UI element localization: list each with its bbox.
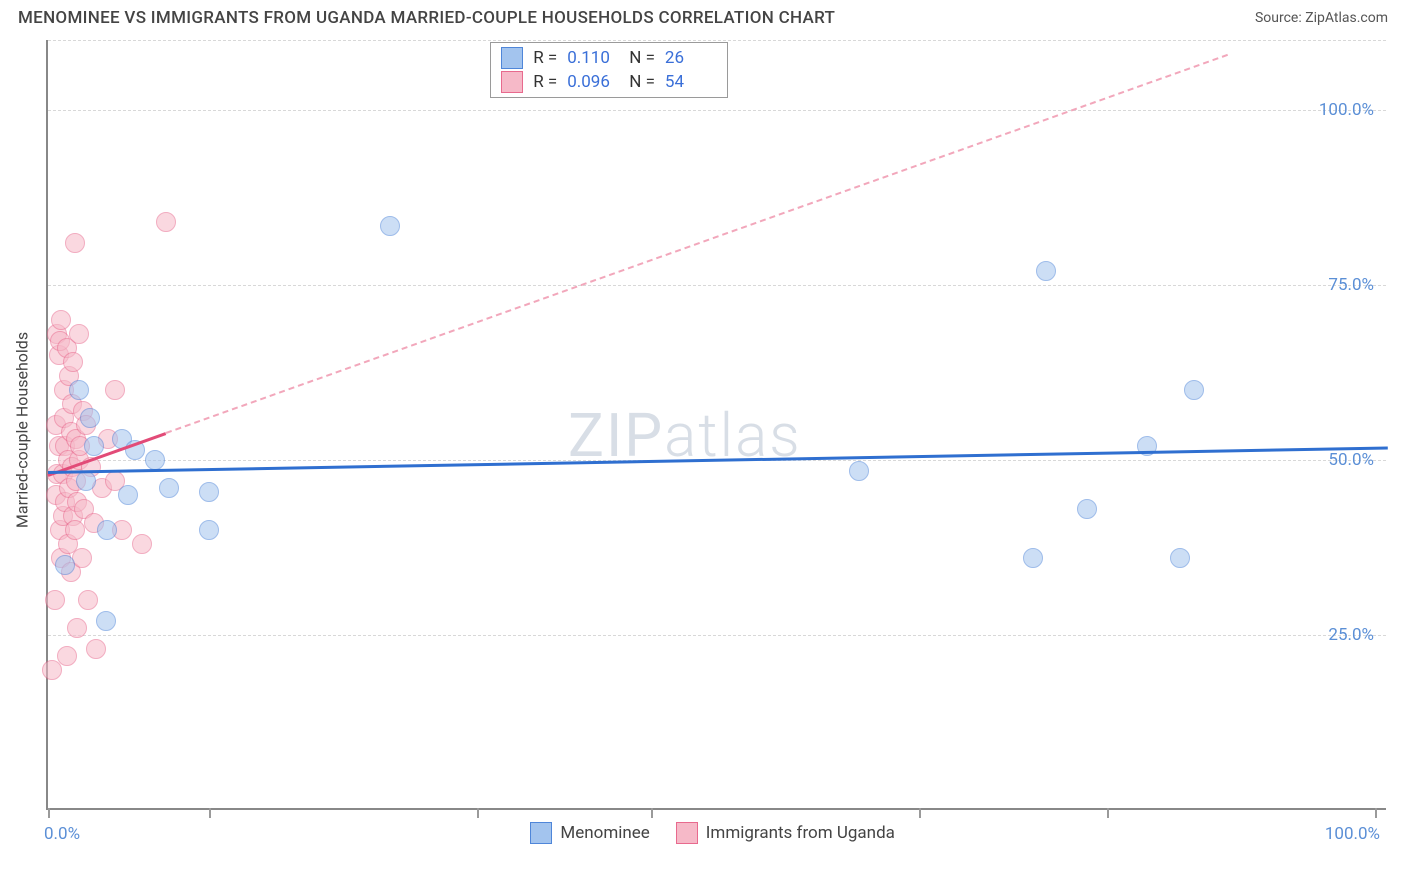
data-point-menominee — [199, 520, 219, 540]
legend: Menominee Immigrants from Uganda — [530, 822, 895, 844]
gridline-h — [48, 110, 1386, 111]
stat-n-value: 26 — [665, 48, 717, 68]
stats-row: R = 0.096 N = 54 — [499, 70, 719, 94]
series-swatch — [501, 71, 523, 93]
stat-r-value: 0.096 — [567, 72, 619, 92]
x-max-label: 100.0% — [1325, 824, 1380, 844]
legend-swatch — [530, 822, 552, 844]
legend-item: Menominee — [530, 822, 649, 844]
trendline-dashed — [166, 54, 1228, 434]
x-tick — [1375, 808, 1377, 818]
data-point-menominee — [1077, 499, 1097, 519]
stat-n-label: N = — [629, 48, 655, 68]
data-point-uganda — [156, 212, 176, 232]
data-point-menominee — [159, 478, 179, 498]
chart-title: MENOMINEE VS IMMIGRANTS FROM UGANDA MARR… — [18, 8, 835, 28]
y-tick-label: 25.0% — [1328, 625, 1374, 645]
data-point-menominee — [55, 555, 75, 575]
chart-source: Source: ZipAtlas.com — [1255, 10, 1388, 26]
stats-box: R = 0.110 N = 26 R = 0.096 N = 54 — [490, 42, 728, 98]
data-point-uganda — [65, 233, 85, 253]
data-point-menominee — [69, 380, 89, 400]
gridline-h — [48, 285, 1386, 286]
data-point-menominee — [80, 408, 100, 428]
y-axis-label: Married-couple Households — [13, 332, 32, 528]
x-tick — [48, 808, 50, 818]
data-point-uganda — [78, 590, 98, 610]
data-point-uganda — [57, 646, 77, 666]
gridline-h — [48, 40, 1386, 41]
data-point-menominee — [1023, 548, 1043, 568]
data-point-uganda — [69, 324, 89, 344]
data-point-uganda — [86, 639, 106, 659]
stat-n-label: N = — [629, 72, 655, 92]
chart-header: MENOMINEE VS IMMIGRANTS FROM UGANDA MARR… — [0, 0, 1406, 34]
data-point-menominee — [145, 450, 165, 470]
y-tick-label: 50.0% — [1328, 450, 1374, 470]
stat-n-value: 54 — [665, 72, 717, 92]
data-point-uganda — [45, 590, 65, 610]
data-point-uganda — [51, 310, 71, 330]
x-tick — [651, 808, 653, 818]
data-point-menominee — [1184, 380, 1204, 400]
series-swatch — [501, 47, 523, 69]
data-point-menominee — [199, 482, 219, 502]
data-point-menominee — [84, 436, 104, 456]
data-point-menominee — [1170, 548, 1190, 568]
x-tick — [477, 808, 479, 818]
y-tick-label: 75.0% — [1328, 275, 1374, 295]
data-point-uganda — [65, 520, 85, 540]
data-point-menominee — [97, 520, 117, 540]
data-point-menominee — [118, 485, 138, 505]
stat-r-value: 0.110 — [567, 48, 619, 68]
data-point-uganda — [67, 618, 87, 638]
gridline-h — [48, 635, 1386, 636]
data-point-uganda — [63, 352, 83, 372]
legend-item: Immigrants from Uganda — [676, 822, 895, 844]
data-point-menominee — [76, 471, 96, 491]
data-point-menominee — [849, 461, 869, 481]
data-point-menominee — [96, 611, 116, 631]
data-point-menominee — [380, 216, 400, 236]
data-point-menominee — [1036, 261, 1056, 281]
x-tick — [209, 808, 211, 818]
legend-swatch — [676, 822, 698, 844]
legend-label: Menominee — [560, 823, 649, 843]
stat-r-label: R = — [533, 72, 557, 92]
data-point-uganda — [132, 534, 152, 554]
x-min-label: 0.0% — [44, 824, 80, 844]
stat-r-label: R = — [533, 48, 557, 68]
x-tick — [919, 808, 921, 818]
y-tick-label: 100.0% — [1319, 100, 1374, 120]
x-tick — [1107, 808, 1109, 818]
legend-label: Immigrants from Uganda — [706, 823, 895, 843]
data-point-uganda — [105, 380, 125, 400]
stats-row: R = 0.110 N = 26 — [499, 46, 719, 70]
plot-area: 25.0%50.0%75.0%100.0%0.0%100.0%ZIPatlasR… — [46, 40, 1386, 810]
